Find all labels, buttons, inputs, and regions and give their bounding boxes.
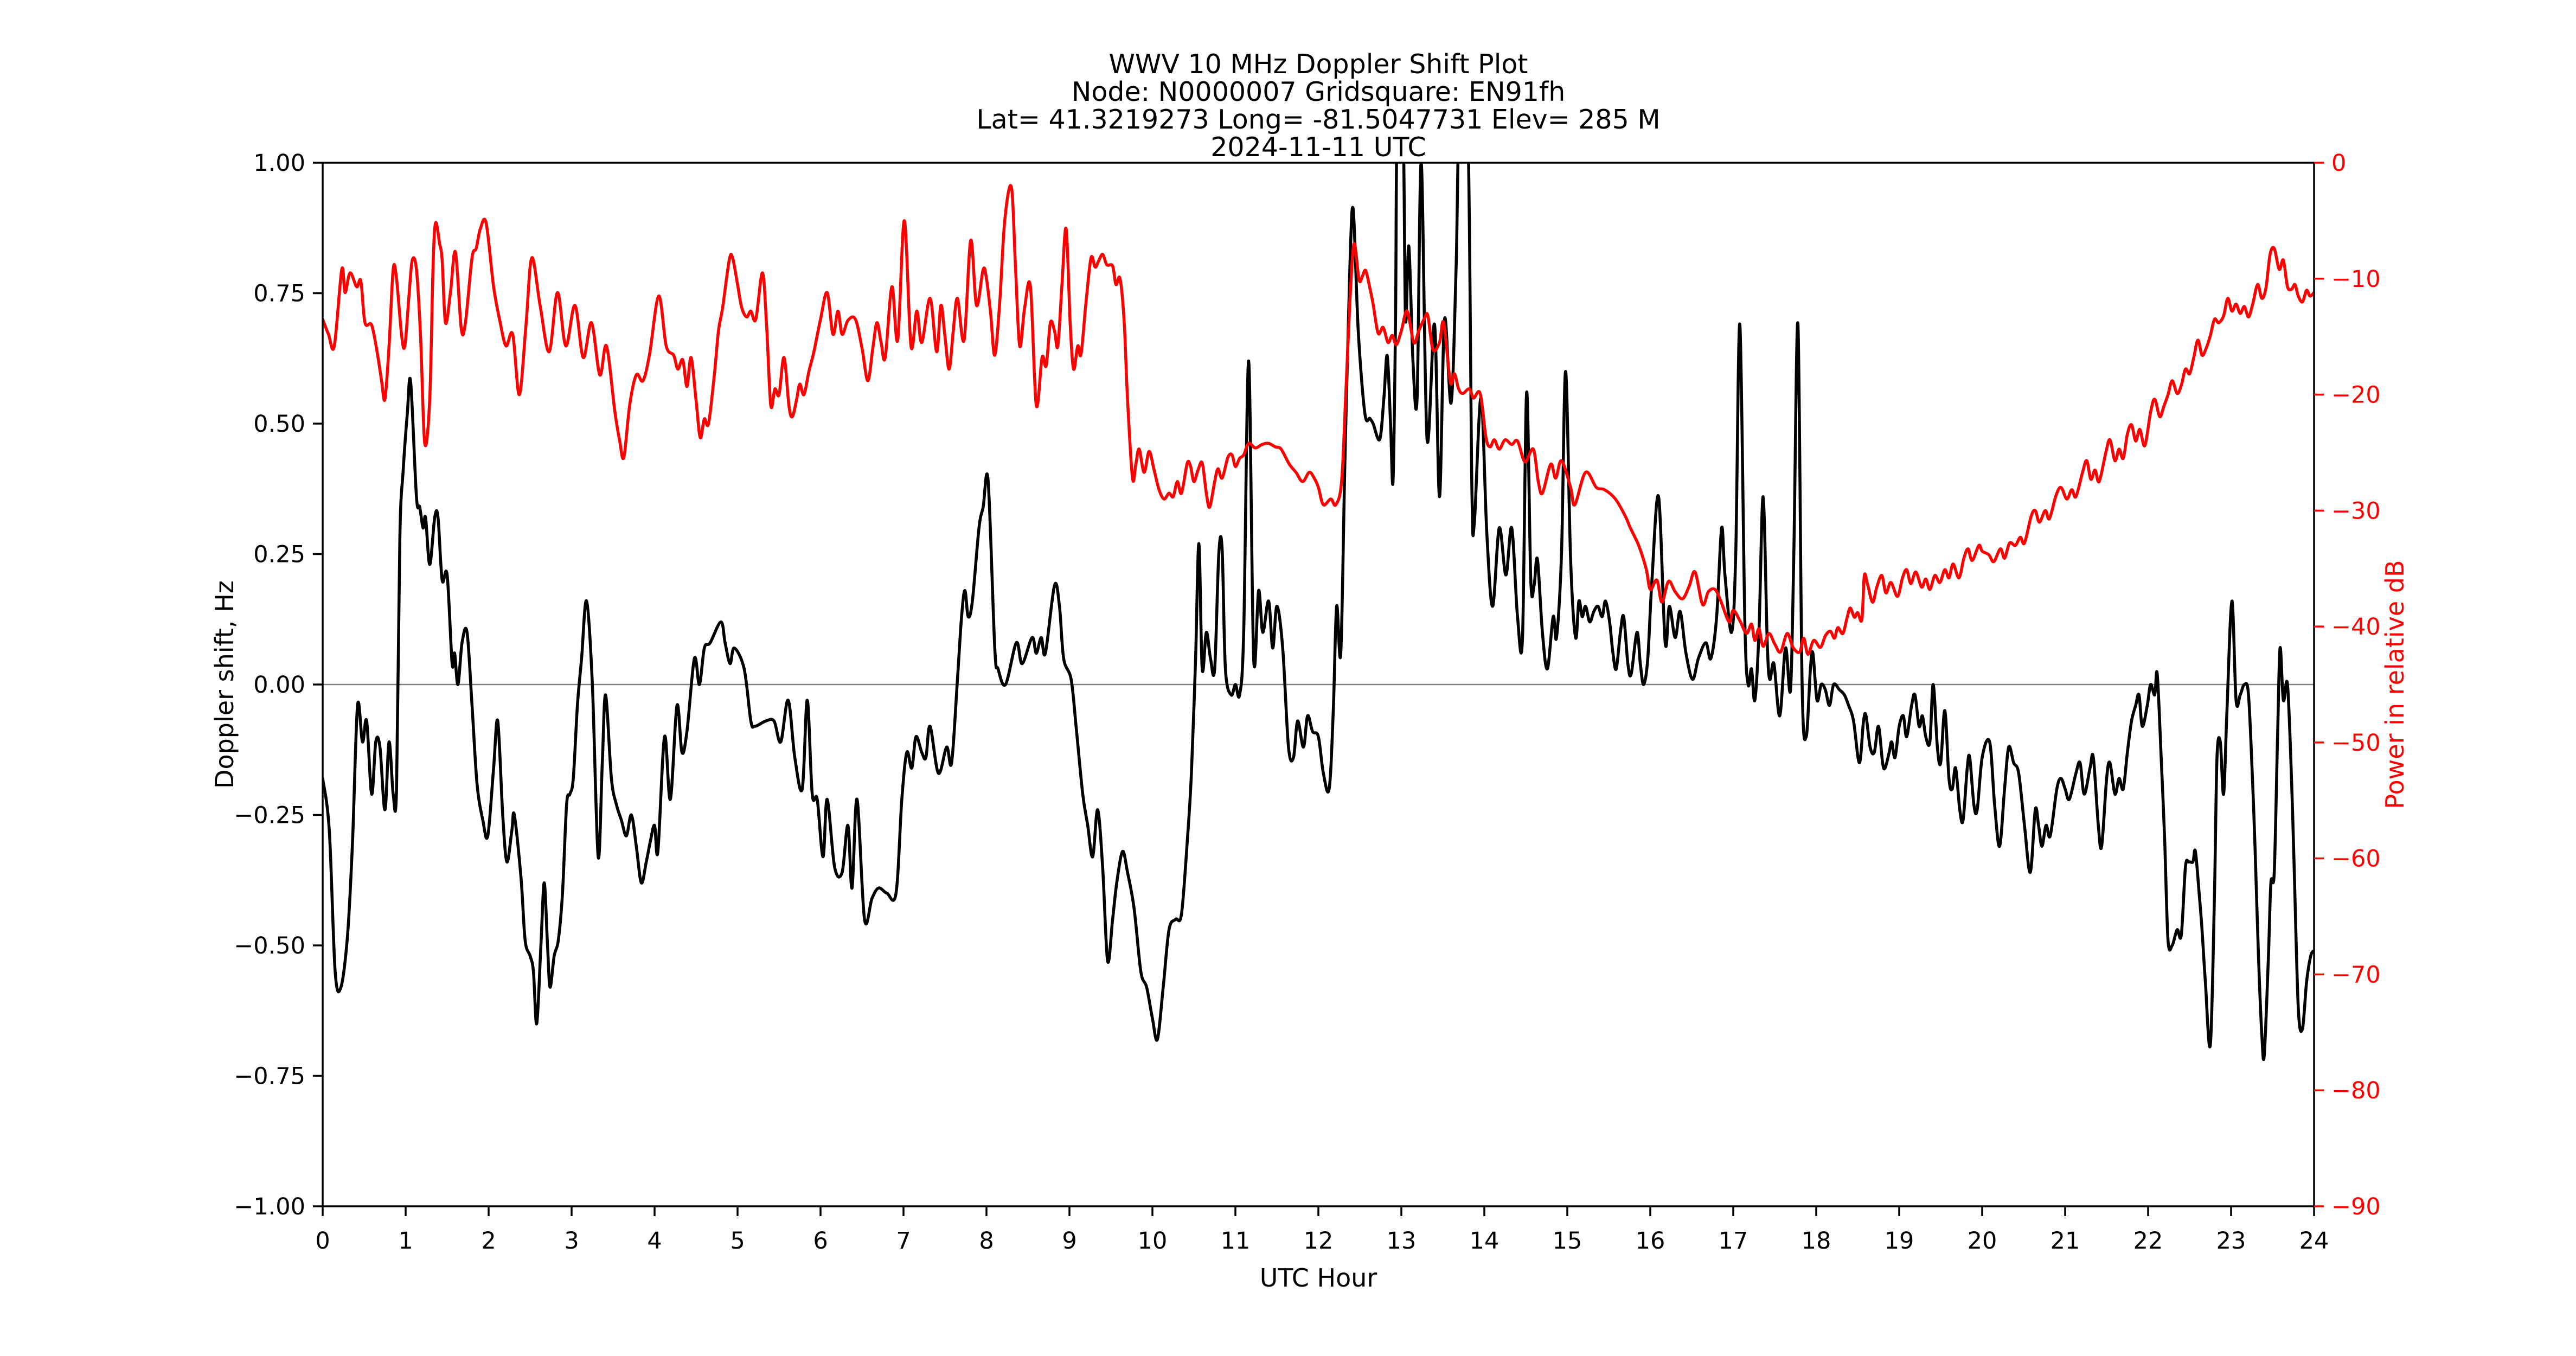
- chart-title-line-2: Node: N0000007 Gridsquare: EN91fh: [1072, 76, 1566, 107]
- left-tick-label: −0.50: [234, 932, 305, 960]
- right-tick-label: −60: [2331, 846, 2381, 873]
- right-tick-label: −20: [2331, 382, 2381, 409]
- x-tick-label: 0: [315, 1227, 330, 1255]
- doppler_shift_hz-line: [323, 163, 2314, 1061]
- x-tick-label: 2: [481, 1227, 496, 1255]
- x-tick-label: 24: [2299, 1227, 2329, 1255]
- right-tick-label: −30: [2331, 497, 2381, 525]
- left-tick-label: −1.00: [234, 1193, 305, 1220]
- chart-title-line-3: Lat= 41.3219273 Long= -81.5047731 Elev= …: [976, 104, 1660, 135]
- left-tick-label: 0.50: [253, 411, 305, 438]
- left-tick-label: 0.75: [253, 280, 305, 308]
- x-tick-label: 14: [1470, 1227, 1500, 1255]
- left-tick-label: 0.25: [253, 541, 305, 568]
- x-tick-label: 1: [398, 1227, 413, 1255]
- x-tick-label: 15: [1553, 1227, 1582, 1255]
- x-tick-label: 23: [2216, 1227, 2246, 1255]
- x-tick-label: 8: [979, 1227, 994, 1255]
- right-tick-label: −40: [2331, 613, 2381, 641]
- x-tick-label: 18: [1802, 1227, 1831, 1255]
- x-tick-label: 11: [1221, 1227, 1251, 1255]
- right-tick-label: −90: [2331, 1193, 2381, 1220]
- x-tick-label: 21: [2050, 1227, 2080, 1255]
- x-tick-label: 22: [2133, 1227, 2163, 1255]
- x-tick-label: 16: [1636, 1227, 1665, 1255]
- x-tick-label: 19: [1885, 1227, 1914, 1255]
- right-tick-label: 0: [2331, 150, 2346, 177]
- x-tick-label: 3: [564, 1227, 579, 1255]
- right-tick-label: −50: [2331, 730, 2381, 757]
- x-tick-label: 20: [1968, 1227, 1997, 1255]
- left-y-axis-label: Doppler shift, Hz: [210, 580, 239, 789]
- x-tick-label: 5: [730, 1227, 745, 1255]
- right-tick-label: −80: [2331, 1077, 2381, 1104]
- x-axis-ticks: 0 1 2 3 4 5 6 7 8 9 10 11 12 13 14 15 16 17 18 19 20 21 22 23 24: [315, 1206, 2329, 1255]
- x-axis-label: UTC Hour: [1260, 1263, 1377, 1293]
- x-tick-label: 7: [896, 1227, 911, 1255]
- left-tick-label: −0.75: [234, 1063, 305, 1090]
- chart-title-line-4: 2024-11-11 UTC: [1210, 132, 1426, 163]
- x-tick-label: 4: [647, 1227, 662, 1255]
- x-tick-label: 9: [1062, 1227, 1076, 1255]
- right-tick-label: −70: [2331, 961, 2381, 988]
- left-tick-label: 0.00: [253, 671, 305, 699]
- right-axis-ticks: 0 −10 −20 −30 −40 −50 −60 −70 −80 −90: [2314, 150, 2381, 1220]
- x-tick-label: 6: [813, 1227, 828, 1255]
- power_relative_db-line: [323, 184, 2314, 656]
- x-tick-label: 13: [1387, 1227, 1417, 1255]
- series-lines: [323, 163, 2314, 1061]
- chart-title-line-1: WWV 10 MHz Doppler Shift Plot: [1108, 49, 1528, 80]
- left-tick-label: −0.25: [234, 802, 305, 829]
- x-tick-label: 10: [1138, 1227, 1168, 1255]
- x-tick-label: 17: [1719, 1227, 1748, 1255]
- left-tick-label: 1.00: [253, 150, 305, 177]
- right-y-axis-label: Power in relative dB: [2380, 560, 2410, 809]
- x-tick-label: 12: [1304, 1227, 1334, 1255]
- left-axis-ticks: 1.00 0.75 0.50 0.25 0.00 −0.25 −0.50 −0.75 −1.00: [234, 150, 323, 1220]
- right-tick-label: −10: [2331, 266, 2381, 293]
